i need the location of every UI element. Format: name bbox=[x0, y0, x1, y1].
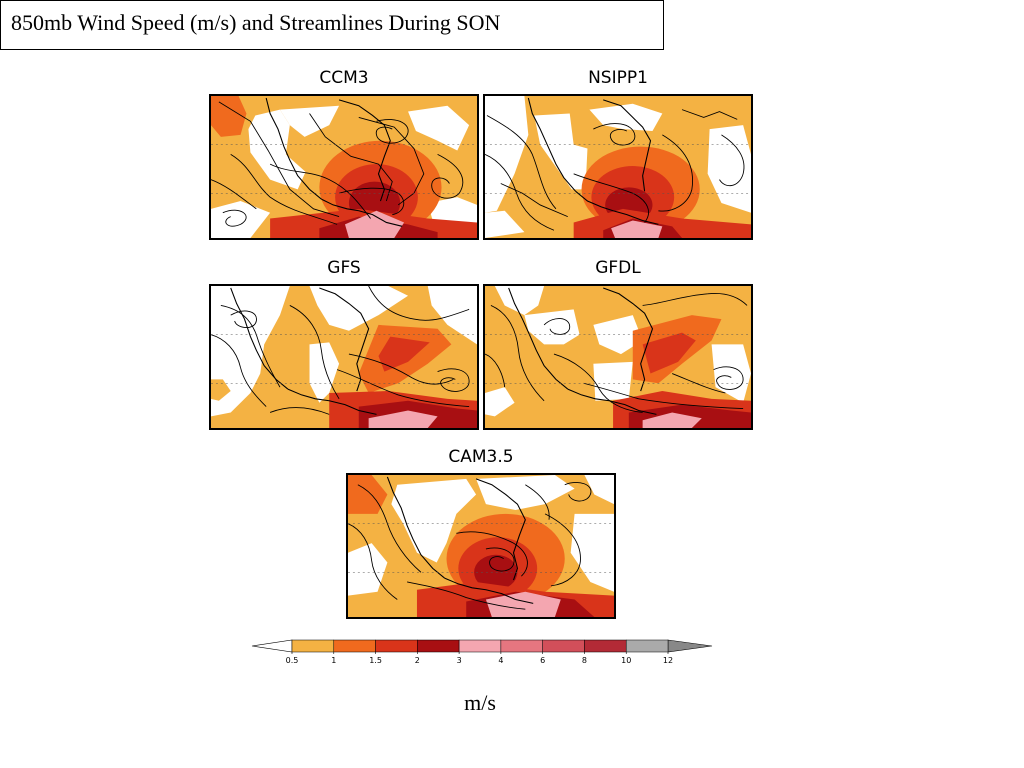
map-gfdl bbox=[483, 284, 753, 430]
colorbar-tick-label: 6 bbox=[540, 656, 545, 665]
panel-nsipp1: NSIPP1 bbox=[483, 68, 753, 242]
panel-label: GFS bbox=[327, 258, 361, 278]
colorbar-tick-label: 10 bbox=[621, 656, 631, 665]
panel-gfdl: GFDL bbox=[483, 258, 753, 432]
colorbar-over-arrow bbox=[667, 639, 713, 653]
colorbar-swatch bbox=[458, 639, 502, 653]
colorbar-swatch bbox=[333, 639, 376, 653]
map-gfs bbox=[209, 284, 479, 430]
map-ccm3 bbox=[209, 94, 479, 240]
map-cam35 bbox=[346, 473, 616, 619]
panel-label: GFDL bbox=[595, 258, 641, 278]
colorbar-tick-label: 4 bbox=[498, 656, 503, 665]
panel-label: NSIPP1 bbox=[588, 68, 648, 88]
map-nsipp1 bbox=[483, 94, 753, 240]
colorbar-tick-label: 2 bbox=[415, 656, 420, 665]
colorbar-swatch bbox=[500, 639, 543, 653]
colorbar-tick-label: 8 bbox=[582, 656, 587, 665]
colorbar-swatch bbox=[625, 639, 669, 653]
colorbar-tick-label: 1 bbox=[331, 656, 336, 665]
colorbar-under-arrow bbox=[251, 639, 293, 653]
colorbar-tick-label: 12 bbox=[663, 656, 673, 665]
slide-title: 850mb Wind Speed (m/s) and Streamlines D… bbox=[0, 0, 664, 50]
panel-label: CCM3 bbox=[319, 68, 369, 88]
colorbar-tick-label: 0.5 bbox=[286, 656, 299, 665]
colorbar-tick-label: 3 bbox=[457, 656, 462, 665]
colorbar-swatch bbox=[542, 639, 585, 653]
panel-cam35: CAM3.5 bbox=[346, 447, 616, 621]
colorbar: 0.5 1 1.5 2 3 4 6 8 10 12 bbox=[250, 638, 715, 666]
panel-gfs: GFS bbox=[209, 258, 479, 432]
units-label: m/s bbox=[464, 690, 496, 715]
colorbar-swatch bbox=[584, 639, 627, 653]
panel-label: CAM3.5 bbox=[448, 447, 514, 467]
colorbar-swatch bbox=[291, 639, 335, 653]
panel-ccm3: CCM3 bbox=[209, 68, 479, 242]
colorbar-tick-label: 1.5 bbox=[369, 656, 382, 665]
colorbar-swatch bbox=[417, 639, 460, 653]
colorbar-swatch bbox=[375, 639, 418, 653]
